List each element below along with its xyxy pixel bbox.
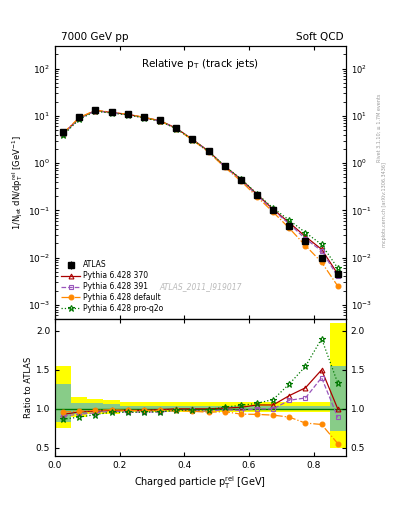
- Pythia 6.428 391: [190, 137, 195, 143]
- Pythia 6.428 pro-q2o: [125, 112, 130, 118]
- Pythia 6.428 pro-q2o: [239, 176, 243, 182]
- Pythia 6.428 370: [255, 191, 259, 197]
- Pythia 6.428 370: [303, 233, 308, 240]
- Pythia 6.428 default: [206, 149, 211, 155]
- Pythia 6.428 default: [335, 283, 340, 289]
- Pythia 6.428 pro-q2o: [93, 108, 98, 114]
- Pythia 6.428 default: [303, 243, 308, 249]
- Y-axis label: 1/N$_{\rm jet}$ dN/dp$_{\rm T}^{\rm rel}$ [GeV$^{-1}$]: 1/N$_{\rm jet}$ dN/dp$_{\rm T}^{\rm rel}…: [11, 135, 25, 230]
- Pythia 6.428 391: [255, 192, 259, 198]
- Pythia 6.428 default: [287, 225, 292, 231]
- Pythia 6.428 pro-q2o: [255, 190, 259, 197]
- Pythia 6.428 pro-q2o: [158, 118, 162, 124]
- Text: Relative p$_{\rm T}$ (track jets): Relative p$_{\rm T}$ (track jets): [141, 57, 259, 71]
- X-axis label: Charged particle p$_{\rm T}^{\rm rel}$ [GeV]: Charged particle p$_{\rm T}^{\rm rel}$ […: [134, 474, 266, 490]
- Legend: ATLAS, Pythia 6.428 370, Pythia 6.428 391, Pythia 6.428 default, Pythia 6.428 pr: ATLAS, Pythia 6.428 370, Pythia 6.428 39…: [59, 258, 166, 315]
- Pythia 6.428 391: [222, 164, 227, 170]
- Line: Pythia 6.428 default: Pythia 6.428 default: [61, 108, 340, 289]
- Text: 7000 GeV pp: 7000 GeV pp: [61, 32, 129, 42]
- Pythia 6.428 pro-q2o: [271, 205, 275, 211]
- Line: Pythia 6.428 370: Pythia 6.428 370: [61, 108, 340, 276]
- Pythia 6.428 default: [239, 178, 243, 184]
- Text: ATLAS_2011_I919017: ATLAS_2011_I919017: [159, 282, 242, 291]
- Pythia 6.428 370: [319, 246, 324, 252]
- Pythia 6.428 370: [141, 114, 146, 120]
- Pythia 6.428 370: [109, 110, 114, 116]
- Pythia 6.428 370: [61, 131, 66, 137]
- Pythia 6.428 391: [77, 115, 82, 121]
- Pythia 6.428 default: [174, 125, 178, 132]
- Pythia 6.428 default: [109, 109, 114, 115]
- Text: Soft QCD: Soft QCD: [296, 32, 344, 42]
- Pythia 6.428 391: [125, 112, 130, 118]
- Pythia 6.428 default: [222, 164, 227, 170]
- Pythia 6.428 pro-q2o: [206, 148, 211, 155]
- Pythia 6.428 pro-q2o: [319, 242, 324, 248]
- Pythia 6.428 370: [335, 271, 340, 277]
- Line: Pythia 6.428 391: Pythia 6.428 391: [61, 109, 340, 279]
- Pythia 6.428 default: [93, 107, 98, 113]
- Pythia 6.428 391: [303, 236, 308, 242]
- Pythia 6.428 391: [287, 221, 292, 227]
- Pythia 6.428 pro-q2o: [109, 110, 114, 116]
- Pythia 6.428 default: [158, 118, 162, 124]
- Pythia 6.428 391: [61, 131, 66, 137]
- Pythia 6.428 default: [61, 130, 66, 136]
- Pythia 6.428 370: [222, 163, 227, 169]
- Pythia 6.428 default: [319, 259, 324, 265]
- Pythia 6.428 pro-q2o: [287, 217, 292, 223]
- Pythia 6.428 370: [174, 125, 178, 131]
- Text: mcplots.cern.ch [arXiv:1306.3436]: mcplots.cern.ch [arXiv:1306.3436]: [382, 162, 387, 247]
- Pythia 6.428 370: [77, 115, 82, 121]
- Pythia 6.428 370: [158, 118, 162, 124]
- Y-axis label: Ratio to ATLAS: Ratio to ATLAS: [24, 357, 33, 418]
- Pythia 6.428 pro-q2o: [335, 265, 340, 271]
- Text: Rivet 3.1.10; ≥ 1.7M events: Rivet 3.1.10; ≥ 1.7M events: [377, 94, 382, 162]
- Pythia 6.428 pro-q2o: [303, 229, 308, 236]
- Pythia 6.428 370: [206, 148, 211, 154]
- Pythia 6.428 pro-q2o: [222, 163, 227, 169]
- Pythia 6.428 391: [239, 177, 243, 183]
- Pythia 6.428 370: [93, 108, 98, 114]
- Pythia 6.428 370: [287, 220, 292, 226]
- Pythia 6.428 391: [174, 125, 178, 132]
- Pythia 6.428 pro-q2o: [61, 132, 66, 138]
- Pythia 6.428 pro-q2o: [190, 137, 195, 143]
- Pythia 6.428 391: [271, 207, 275, 214]
- Pythia 6.428 391: [319, 248, 324, 254]
- Pythia 6.428 pro-q2o: [77, 116, 82, 122]
- Pythia 6.428 pro-q2o: [141, 115, 146, 121]
- Pythia 6.428 default: [271, 209, 275, 215]
- Pythia 6.428 370: [239, 176, 243, 182]
- Pythia 6.428 370: [125, 111, 130, 117]
- Pythia 6.428 default: [125, 111, 130, 117]
- Pythia 6.428 default: [190, 137, 195, 143]
- Line: Pythia 6.428 pro-q2o: Pythia 6.428 pro-q2o: [60, 108, 341, 271]
- Pythia 6.428 391: [158, 118, 162, 124]
- Pythia 6.428 391: [335, 273, 340, 280]
- Pythia 6.428 default: [77, 115, 82, 121]
- Pythia 6.428 370: [271, 206, 275, 212]
- Pythia 6.428 391: [141, 115, 146, 121]
- Pythia 6.428 391: [109, 110, 114, 116]
- Pythia 6.428 default: [255, 194, 259, 200]
- Pythia 6.428 391: [206, 148, 211, 155]
- Pythia 6.428 default: [141, 114, 146, 120]
- Pythia 6.428 391: [93, 108, 98, 114]
- Pythia 6.428 370: [190, 136, 195, 142]
- Pythia 6.428 pro-q2o: [174, 125, 178, 132]
